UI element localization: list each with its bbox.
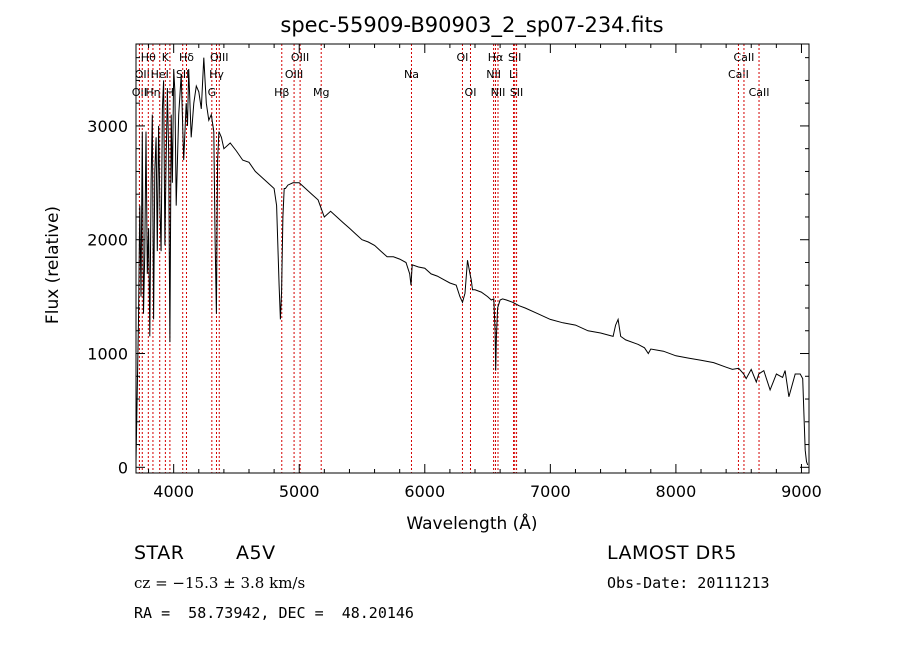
redshift-cz: cz = −15.3 ± 3.8 km/s xyxy=(134,574,306,592)
chart-title: spec-55909-B90903_2_sp07-234.fits xyxy=(280,13,663,38)
line-marker-label: Hα xyxy=(488,51,504,64)
y-tick-label: 3000 xyxy=(87,117,128,136)
line-marker-label: HeI xyxy=(151,68,169,81)
line-marker-label: OI xyxy=(465,86,477,99)
line-marker-label: CaII xyxy=(749,86,770,99)
line-marker-label: SII xyxy=(508,51,521,64)
y-tick-label: 2000 xyxy=(87,231,128,250)
line-marker-label: OIII xyxy=(285,68,303,81)
x-tick-label: 7000 xyxy=(530,482,571,501)
x-tick-label: 6000 xyxy=(404,482,445,501)
line-marker-label: OI xyxy=(457,51,469,64)
line-marker-label: Hθ xyxy=(141,51,156,64)
line-marker-label: SII xyxy=(510,86,523,99)
x-tick-label: 4000 xyxy=(153,482,194,501)
coordinates: RA = 58.73942, DEC = 48.20146 xyxy=(134,604,414,622)
line-marker-label: Li xyxy=(509,68,518,81)
x-tick-label: 8000 xyxy=(656,482,697,501)
line-marker-label: Hβ xyxy=(274,86,289,99)
spectrum-line xyxy=(135,57,809,466)
line-marker-label: NII xyxy=(491,86,506,99)
line-marker-label: Na xyxy=(404,68,419,81)
line-marker-label: K xyxy=(162,51,170,64)
line-marker-label: Hη xyxy=(145,86,160,99)
subclass: A5V xyxy=(236,542,276,564)
line-marker-label: G xyxy=(208,86,217,99)
object-class: STAR xyxy=(134,542,185,564)
axis-ticks: 4000 5000 6000 7000 8000 9000 0 1000 2000 3000 xyxy=(87,44,822,501)
survey-name: LAMOST DR5 xyxy=(607,542,737,564)
line-marker-label: OII xyxy=(135,68,150,81)
y-tick-label: 0 xyxy=(118,458,128,477)
x-tick-label: 9000 xyxy=(781,482,822,501)
observation-date: Obs-Date: 20111213 xyxy=(607,574,770,592)
line-marker-label: Mg xyxy=(313,86,329,99)
line-marker-label: OIII xyxy=(210,51,228,64)
line-marker-label: OIII xyxy=(291,51,309,64)
y-tick-label: 1000 xyxy=(87,345,128,364)
plot-frame xyxy=(135,43,810,474)
line-marker-label: H xyxy=(166,86,174,99)
line-marker-label: NII xyxy=(486,68,501,81)
x-axis-label: Wavelength (Å) xyxy=(406,512,537,534)
line-marker-label: Hγ xyxy=(209,68,224,81)
line-marker-label: CaII xyxy=(728,68,749,81)
line-marker-label: SII xyxy=(176,68,189,81)
x-tick-label: 5000 xyxy=(279,482,320,501)
y-axis-label: Flux (relative) xyxy=(43,206,63,324)
line-marker-label: CaII xyxy=(733,51,754,64)
line-marker-label: Hδ xyxy=(179,51,194,64)
emission-line-markers: OIIOIIHθHηHeIKHSIIHδGHγOIIIHβOIIIOIIIMgN… xyxy=(132,44,770,473)
